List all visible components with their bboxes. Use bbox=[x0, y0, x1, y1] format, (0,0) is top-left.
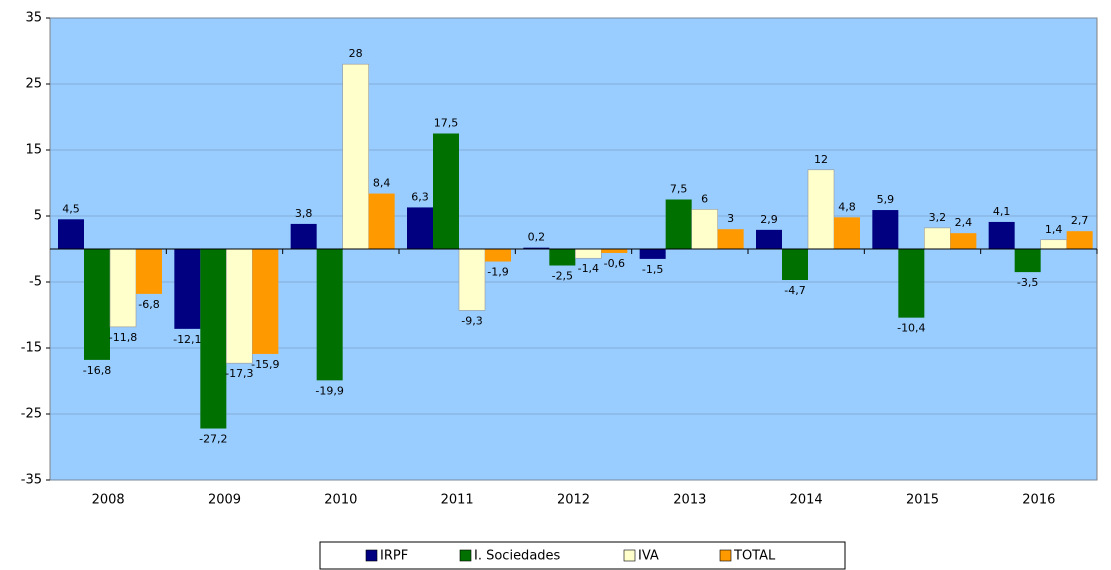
legend-label: I. Sociedades bbox=[474, 549, 561, 564]
bar bbox=[200, 249, 227, 429]
bar bbox=[549, 249, 576, 266]
legend-label: IRPF bbox=[380, 549, 408, 564]
y-tick-label: 25 bbox=[25, 77, 42, 92]
data-label: -27,2 bbox=[199, 433, 227, 446]
data-label: -9,3 bbox=[461, 314, 482, 327]
data-label: -16,8 bbox=[83, 364, 111, 377]
bar bbox=[601, 249, 628, 253]
bar bbox=[988, 221, 1015, 249]
data-label: -6,8 bbox=[138, 298, 159, 311]
x-tick-label: 2012 bbox=[557, 493, 590, 508]
legend-box bbox=[319, 541, 846, 570]
legend-swatch bbox=[365, 549, 378, 562]
bar bbox=[898, 249, 925, 318]
data-label: 6 bbox=[701, 192, 708, 205]
data-label: -1,4 bbox=[578, 262, 599, 275]
x-tick-label: 2011 bbox=[441, 493, 474, 508]
data-label: 4,5 bbox=[62, 202, 80, 215]
bar bbox=[226, 248, 253, 364]
legend-label: IVA bbox=[638, 549, 659, 564]
data-label: -0,6 bbox=[604, 257, 625, 270]
bar bbox=[1040, 239, 1067, 250]
bar bbox=[485, 249, 511, 262]
x-tick-label: 2008 bbox=[92, 493, 125, 508]
bar bbox=[950, 233, 977, 249]
x-tick-label: 2010 bbox=[324, 493, 357, 508]
y-tick-label: 15 bbox=[25, 143, 42, 158]
bar bbox=[252, 249, 279, 354]
data-label: -1,5 bbox=[642, 263, 663, 276]
data-label: 2,7 bbox=[1071, 214, 1089, 227]
y-tick-label: -5 bbox=[29, 275, 42, 290]
data-label: -17,3 bbox=[225, 367, 253, 380]
data-label: -19,9 bbox=[315, 384, 343, 397]
data-label: 12 bbox=[814, 153, 828, 166]
data-label: 3,2 bbox=[929, 211, 947, 224]
bar bbox=[639, 249, 666, 259]
data-label: 2,4 bbox=[955, 216, 973, 229]
data-label: -11,8 bbox=[109, 331, 137, 344]
bar bbox=[368, 193, 395, 249]
data-label: 8,4 bbox=[373, 177, 391, 190]
bar bbox=[433, 133, 459, 249]
bar bbox=[407, 207, 433, 249]
bar bbox=[756, 229, 782, 249]
data-label: -12,1 bbox=[173, 333, 201, 346]
y-tick-label: 5 bbox=[34, 209, 42, 224]
data-label: 7,5 bbox=[670, 183, 688, 196]
data-label: -10,4 bbox=[897, 322, 925, 335]
data-label: -4,7 bbox=[784, 284, 805, 297]
data-label: 17,5 bbox=[434, 117, 459, 130]
bar bbox=[458, 248, 486, 311]
data-label: 4,8 bbox=[838, 200, 856, 213]
data-label: 6,3 bbox=[411, 190, 429, 203]
data-label: -2,5 bbox=[552, 270, 573, 283]
data-label: -3,5 bbox=[1017, 276, 1038, 289]
data-label: -1,9 bbox=[487, 266, 508, 279]
y-tick-label: -35 bbox=[21, 473, 42, 488]
legend-swatch bbox=[459, 549, 472, 562]
bar bbox=[1066, 231, 1093, 249]
bar bbox=[782, 249, 808, 281]
bar bbox=[174, 249, 201, 329]
bar bbox=[807, 169, 835, 250]
bar bbox=[342, 63, 369, 250]
data-label: 4,1 bbox=[993, 205, 1011, 218]
data-label: 28 bbox=[349, 47, 363, 60]
data-label: 3,8 bbox=[295, 207, 313, 220]
data-label: 1,4 bbox=[1045, 223, 1063, 236]
y-tick-label: -15 bbox=[21, 341, 42, 356]
bar bbox=[58, 219, 84, 249]
bar bbox=[316, 249, 343, 381]
bar bbox=[109, 248, 137, 328]
data-label: 2,9 bbox=[760, 213, 778, 226]
bar bbox=[717, 229, 744, 249]
legend-swatch bbox=[623, 549, 636, 562]
data-label: -15,9 bbox=[251, 358, 279, 371]
x-tick-label: 2015 bbox=[906, 493, 939, 508]
bar bbox=[665, 199, 692, 249]
y-tick-label: -25 bbox=[21, 407, 42, 422]
bar bbox=[290, 223, 317, 249]
data-label: 3 bbox=[727, 212, 734, 225]
bar bbox=[523, 247, 550, 249]
bar bbox=[136, 249, 162, 294]
bar bbox=[84, 249, 110, 360]
bar bbox=[1014, 249, 1041, 273]
data-label: 5,9 bbox=[877, 193, 895, 206]
bar bbox=[924, 227, 951, 250]
bar bbox=[575, 248, 602, 259]
x-tick-label: 2009 bbox=[208, 493, 241, 508]
bar bbox=[691, 209, 718, 250]
x-tick-label: 2016 bbox=[1022, 493, 1055, 508]
data-label: 0,2 bbox=[528, 231, 546, 244]
bar bbox=[872, 210, 899, 249]
x-tick-label: 2014 bbox=[790, 493, 823, 508]
y-tick-label: 35 bbox=[25, 11, 42, 26]
legend-swatch bbox=[719, 549, 732, 562]
x-tick-label: 2013 bbox=[673, 493, 706, 508]
bar bbox=[834, 217, 860, 249]
legend-label: TOTAL bbox=[733, 549, 776, 564]
